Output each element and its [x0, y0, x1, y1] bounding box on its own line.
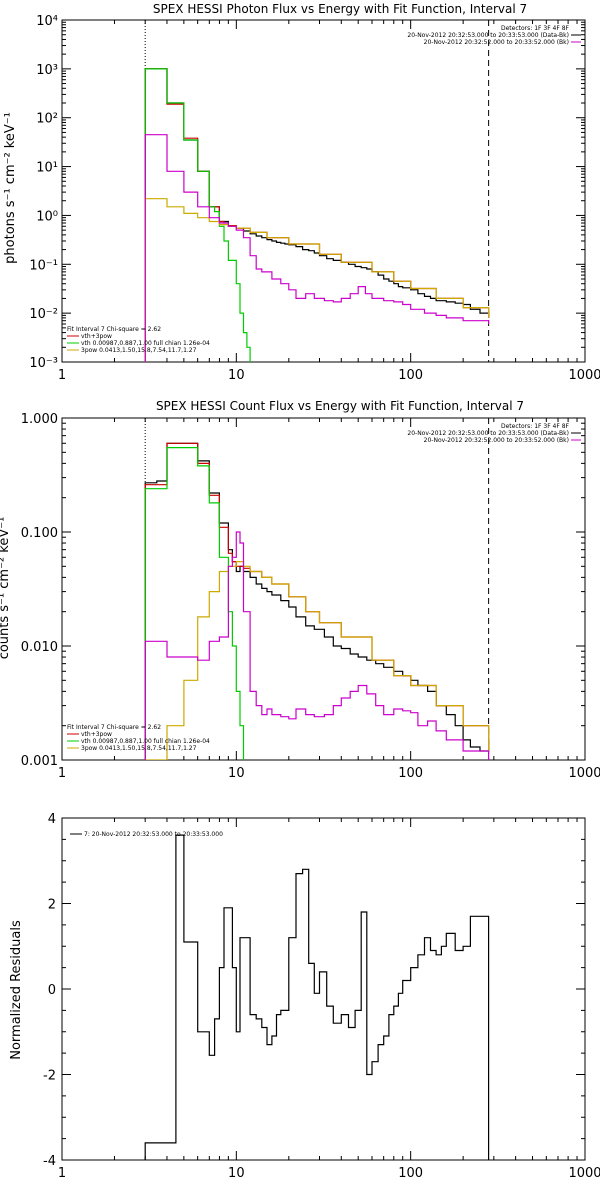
- x-tick-label: 1: [58, 766, 66, 781]
- y-tick-label: 10⁻²: [29, 307, 58, 322]
- x-tick-label: 1: [58, 368, 66, 383]
- count-ylabel: counts s⁻¹ cm⁻² keV⁻¹: [0, 517, 12, 660]
- legend-entry: 20-Nov-2012 20:32:53.000 to 20:33:53.000…: [407, 430, 569, 437]
- y-tick-label: 0.010: [21, 640, 58, 655]
- photon-y-ticks: 10⁻³ 10⁻² 10⁻¹ 10⁰ 10¹ 10² 10³ 10⁴: [29, 14, 585, 371]
- legend-entry: 20-Nov-2012 20:32:52.000 to 20:33:52.000…: [424, 39, 569, 46]
- photon-axes: [61, 19, 586, 363]
- series-2: [144, 68, 251, 362]
- photon-flux-panel: SPEX HESSI Photon Flux vs Energy with Fi…: [3, 2, 600, 383]
- y-tick-label: 10²: [36, 112, 58, 127]
- residuals-ylabel: Normalized Residuals: [9, 920, 24, 1060]
- x-tick-label: 1: [58, 1166, 66, 1181]
- x-tick-label: 1000: [568, 368, 600, 383]
- y-tick-label: 10⁻¹: [29, 258, 58, 273]
- x-tick-label: 10: [228, 766, 245, 781]
- residuals-series: [144, 834, 490, 1160]
- series-1: [144, 68, 490, 362]
- series-3: [144, 198, 490, 362]
- series-2: [144, 447, 245, 760]
- series-0: [144, 834, 490, 1160]
- y-tick-label: 4: [48, 812, 56, 827]
- photon-ylabel: photons s⁻¹ cm⁻² keV⁻¹: [3, 112, 18, 264]
- count-flux-panel: SPEX HESSI Count Flux vs Energy with Fit…: [0, 399, 600, 781]
- y-tick-label: 10⁰: [36, 209, 58, 224]
- y-tick-label: 0: [48, 983, 56, 998]
- series-3: [144, 561, 490, 760]
- photon-x-ticks: 1 10 100 1000: [58, 20, 600, 383]
- legend-entry: 20-Nov-2012 20:32:53.000 to 20:33:53.000…: [407, 32, 569, 39]
- photon-title: SPEX HESSI Photon Flux vs Energy with Fi…: [153, 2, 527, 16]
- x-tick-label: 10: [228, 1166, 245, 1181]
- x-tick-label: 1000: [568, 1166, 600, 1181]
- residuals-axes: [61, 817, 586, 1161]
- residuals-legend-top-left: 7: 20-Nov-2012 20:32:53.000 to 20:33:53.…: [70, 831, 223, 838]
- legend-entry: 7: 20-Nov-2012 20:32:53.000 to 20:33:53.…: [84, 831, 223, 838]
- photon-series: [144, 68, 490, 362]
- photon-legend-bottom-left: Fit Interval 7 Chi-square = 2.62vth+3pow…: [67, 326, 210, 354]
- x-tick-label: 100: [398, 766, 423, 781]
- legend-entry: Detectors: 1F 3F 4F 8F: [501, 25, 570, 32]
- residuals-panel: Normalized Residuals 1 10 100 1000 -4-2024 …: [9, 812, 600, 1181]
- y-tick-label: 10⁻³: [29, 356, 58, 371]
- legend-entry: vth+3pow: [81, 731, 112, 738]
- legend-entry: Detectors: 1F 3F 4F 8F: [501, 423, 570, 430]
- count-axes: [61, 417, 586, 761]
- residuals-y-ticks: -4 -2 0 2 4: [43, 812, 585, 1169]
- y-tick-label: 10⁴: [36, 14, 58, 29]
- series-0: [144, 68, 490, 362]
- y-tick-label: 1.000: [21, 412, 58, 427]
- x-tick-label: 10: [228, 368, 245, 383]
- y-tick-label: 0.001: [21, 754, 58, 769]
- legend-entry: Fit Interval 7 Chi-square = 2.62: [67, 326, 161, 333]
- count-legend-bottom-left: Fit Interval 7 Chi-square = 2.62vth+3pow…: [67, 724, 210, 752]
- x-tick-label: 100: [398, 368, 423, 383]
- legend-entry: 3pow 0.0413,1.50,15.8,7.54,11.7,1.27: [81, 745, 197, 752]
- count-title: SPEX HESSI Count Flux vs Energy with Fit…: [156, 399, 524, 413]
- count-series: [144, 442, 490, 760]
- residuals-x-ticks: 1 10 100 1000: [58, 818, 600, 1181]
- legend-entry: 20-Nov-2012 20:32:52.000 to 20:33:52.000…: [424, 437, 569, 444]
- y-tick-label: 10³: [36, 63, 58, 78]
- series-0: [144, 442, 490, 760]
- y-tick-label: 10¹: [36, 161, 58, 176]
- y-tick-label: 0.100: [21, 526, 58, 541]
- y-tick-label: -2: [43, 1069, 56, 1084]
- y-tick-label: -4: [43, 1154, 56, 1169]
- x-tick-label: 100: [398, 1166, 423, 1181]
- count-y-ticks: 0.001 0.010 0.100 1.000: [21, 412, 585, 769]
- photon-vlines: [144, 20, 490, 362]
- legend-entry: vth+3pow: [81, 333, 112, 340]
- series-4: [144, 134, 490, 362]
- legend-entry: 3pow 0.0413,1.50,15.8,7.54,11.7,1.27: [81, 347, 197, 354]
- legend-entry: vth 0.00987,0.887,1.00 full chian 1.26e-…: [81, 340, 210, 347]
- legend-entry: Fit Interval 7 Chi-square = 2.62: [67, 724, 161, 731]
- x-tick-label: 1000: [568, 766, 600, 781]
- count-vlines: [144, 418, 490, 760]
- series-4: [144, 531, 490, 760]
- legend-entry: vth 0.00987,0.887,1.00 full chian 1.26e-…: [81, 738, 210, 745]
- y-tick-label: 2: [48, 898, 56, 913]
- count-x-ticks: 1 10 100 1000: [58, 418, 600, 781]
